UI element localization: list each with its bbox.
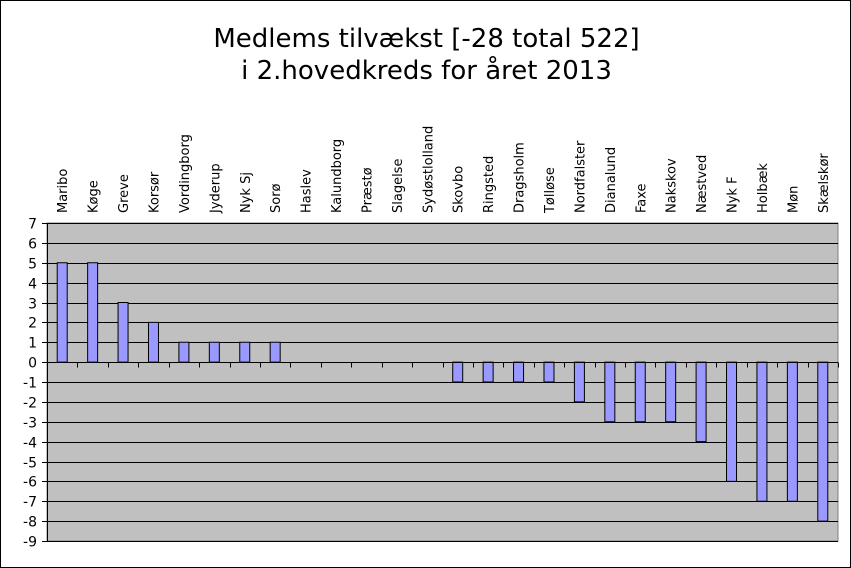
bar-Dragsholm bbox=[513, 361, 525, 383]
y-tick-label: -5 bbox=[23, 456, 37, 472]
bar-Jyderup bbox=[208, 341, 220, 363]
y-tick-label: -9 bbox=[23, 535, 37, 551]
y-tick-label: 3 bbox=[28, 297, 37, 313]
y-tick-label: -3 bbox=[23, 416, 37, 432]
chart-title: Medlems tilvækst [-28 total 522] i 2.hov… bbox=[1, 23, 851, 87]
y-tick-label: 5 bbox=[28, 257, 37, 273]
bar-Skælskør bbox=[817, 361, 829, 522]
bar-Holbæk bbox=[756, 361, 768, 502]
category-label: Nordfalster bbox=[573, 140, 588, 213]
category-label: Skælskør bbox=[817, 153, 832, 213]
bar-Nakskov bbox=[665, 361, 677, 423]
category-label: Nyk Sj bbox=[239, 172, 254, 213]
category-label: Tølløse bbox=[543, 167, 558, 214]
bar-Nyk Sj bbox=[239, 341, 251, 363]
bar-Maribo bbox=[56, 262, 68, 363]
bar-Møn bbox=[786, 361, 798, 502]
category-label: Præstø bbox=[360, 167, 375, 213]
bar-Ringsted bbox=[482, 361, 494, 383]
category-label: Jyderup bbox=[208, 163, 223, 214]
category-label: Ringsted bbox=[482, 156, 497, 213]
y-tick-label: -4 bbox=[23, 436, 37, 452]
chart-title-line-1: Medlems tilvækst [-28 total 522] bbox=[213, 24, 640, 54]
bar-Skovbo bbox=[452, 361, 464, 383]
bar-Næstved bbox=[695, 361, 707, 443]
bar-Sorø bbox=[269, 341, 281, 363]
y-tick-label: 7 bbox=[28, 217, 37, 233]
bar-Korsør bbox=[147, 321, 159, 363]
y-tick-label: -2 bbox=[23, 396, 37, 412]
bar-Greve bbox=[117, 302, 129, 363]
category-label: Nyk F bbox=[726, 176, 741, 213]
category-label: Køge bbox=[87, 180, 102, 213]
y-tick-label: -8 bbox=[23, 515, 37, 531]
category-label: Holbæk bbox=[756, 163, 771, 213]
y-tick-label: -6 bbox=[23, 475, 37, 491]
category-label: Sydøstlolland bbox=[421, 126, 436, 213]
bar-Dianalund bbox=[604, 361, 616, 423]
y-tick-label: -7 bbox=[23, 495, 37, 511]
bar-Nyk F bbox=[726, 361, 738, 482]
category-label: Nakskov bbox=[665, 158, 680, 213]
category-label: Dianalund bbox=[604, 147, 619, 213]
category-label: Skovbo bbox=[452, 166, 467, 213]
bar-Køge bbox=[87, 262, 99, 363]
category-label: Slagelse bbox=[391, 159, 406, 213]
y-tick-label: 4 bbox=[28, 277, 37, 293]
category-label: Maribo bbox=[56, 169, 71, 213]
category-label: Kalundborg bbox=[330, 139, 345, 213]
bar-Nordfalster bbox=[573, 361, 585, 403]
y-tick-label: 6 bbox=[28, 237, 37, 253]
bar-Vordingborg bbox=[178, 341, 190, 363]
category-label: Næstved bbox=[695, 155, 710, 213]
category-label: Sorø bbox=[269, 183, 284, 213]
category-label: Korsør bbox=[147, 171, 162, 213]
y-tick-label: 1 bbox=[28, 336, 37, 352]
category-label: Vordingborg bbox=[178, 134, 193, 213]
category-label: Dragsholm bbox=[513, 142, 528, 213]
chart-title-line-2: i 2.hovedkreds for året 2013 bbox=[241, 56, 612, 86]
y-tick-label: -1 bbox=[23, 376, 37, 392]
category-label: Haslev bbox=[300, 169, 315, 213]
bar-Faxe bbox=[634, 361, 646, 423]
y-tick-label: 0 bbox=[28, 356, 37, 372]
category-label: Faxe bbox=[634, 183, 649, 213]
y-tick-label: 2 bbox=[28, 316, 37, 332]
category-label: Greve bbox=[117, 174, 132, 213]
bar-Tølløse bbox=[543, 361, 555, 383]
category-label: Møn bbox=[786, 186, 801, 213]
